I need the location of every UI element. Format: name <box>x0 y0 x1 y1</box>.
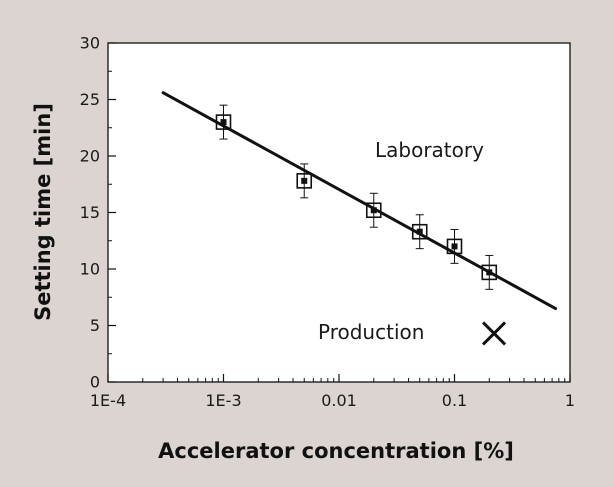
y-axis-title: Setting time [min] <box>31 103 55 321</box>
x-tick-label: 1E-4 <box>90 391 126 410</box>
data-point-marker <box>446 238 463 255</box>
x-tick-label: 0.01 <box>321 391 357 410</box>
data-point-marker <box>481 264 498 281</box>
data-point-center <box>220 119 227 126</box>
x-tick-label: 1E-3 <box>205 391 241 410</box>
annotation-production: Production <box>318 320 424 344</box>
y-tick-label: 25 <box>80 90 100 109</box>
y-tick-label: 0 <box>90 373 100 392</box>
plot-area <box>108 43 570 382</box>
x-tick-label: 1 <box>565 391 575 410</box>
data-point-center <box>416 228 423 235</box>
data-point-center <box>451 243 458 250</box>
y-tick-label: 30 <box>80 34 100 53</box>
data-point-marker <box>411 223 428 240</box>
y-tick-label: 20 <box>80 147 100 166</box>
production-marker-stroke <box>481 321 507 346</box>
data-point-marker <box>365 202 382 219</box>
x-axis-title: Accelerator concentration [%] <box>158 439 514 463</box>
data-point-marker <box>296 173 313 189</box>
annotation-laboratory: Laboratory <box>375 138 484 162</box>
y-tick-label: 5 <box>90 316 100 335</box>
y-tick-label: 10 <box>80 260 100 279</box>
data-point-center <box>370 207 377 214</box>
data-point-center <box>301 177 308 184</box>
x-tick-label: 0.1 <box>442 391 467 410</box>
data-point-marker <box>215 114 232 130</box>
y-tick-label: 15 <box>80 203 100 222</box>
data-point-center <box>486 269 493 276</box>
